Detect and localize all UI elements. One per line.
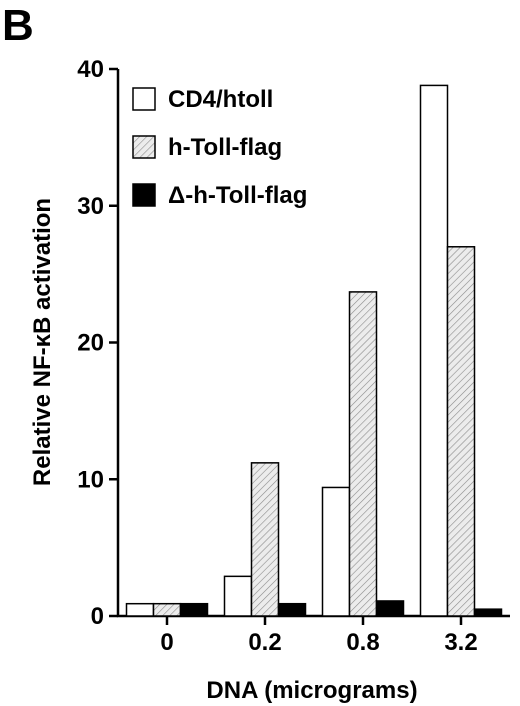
- x-tick-label: 0.2: [248, 629, 281, 656]
- y-axis-ticks: 0 10 20 30 40: [77, 56, 118, 630]
- legend: CD4/htoll h-Toll-flag Δ-h-Toll-flag: [132, 86, 307, 209]
- bar-white: [419, 84, 449, 617]
- y-tick-label: 20: [77, 330, 104, 357]
- bar-hatched: [446, 246, 476, 617]
- legend-swatch: [132, 135, 156, 159]
- legend-swatch: [132, 183, 156, 207]
- legend-label: CD4/htoll: [168, 86, 273, 113]
- y-tick-label: 10: [77, 466, 104, 493]
- x-tick-label: 3.2: [444, 629, 477, 656]
- plot-area: 0 10 20 30 40 0 0.2 0.8 3.2: [77, 56, 510, 656]
- x-axis-ticks: 0 0.2 0.8 3.2: [160, 616, 478, 656]
- bar-hatched: [348, 291, 378, 617]
- bar-black: [375, 600, 405, 617]
- bar-white: [321, 486, 351, 617]
- bar-black: [277, 602, 307, 617]
- y-tick-label: 40: [77, 56, 104, 83]
- legend-label: Δ-h-Toll-flag: [168, 182, 307, 209]
- bar-hatched: [250, 462, 280, 617]
- bar-white: [223, 575, 253, 617]
- legend-label: h-Toll-flag: [168, 134, 282, 161]
- legend-swatch: [132, 87, 156, 111]
- y-axis-label: Relative NF-κB activation: [29, 198, 56, 486]
- y-tick-label: 0: [91, 603, 104, 630]
- bar-black: [473, 608, 503, 617]
- y-tick-label: 30: [77, 193, 104, 220]
- x-axis-label: DNA (micrograms): [206, 677, 417, 704]
- panel-label: B: [2, 1, 34, 50]
- bar-black: [179, 602, 209, 617]
- bar-hatched: [152, 602, 182, 617]
- x-tick-label: 0: [160, 629, 173, 656]
- bar-white: [125, 602, 155, 617]
- bars: [125, 84, 503, 617]
- x-tick-label: 0.8: [346, 629, 379, 656]
